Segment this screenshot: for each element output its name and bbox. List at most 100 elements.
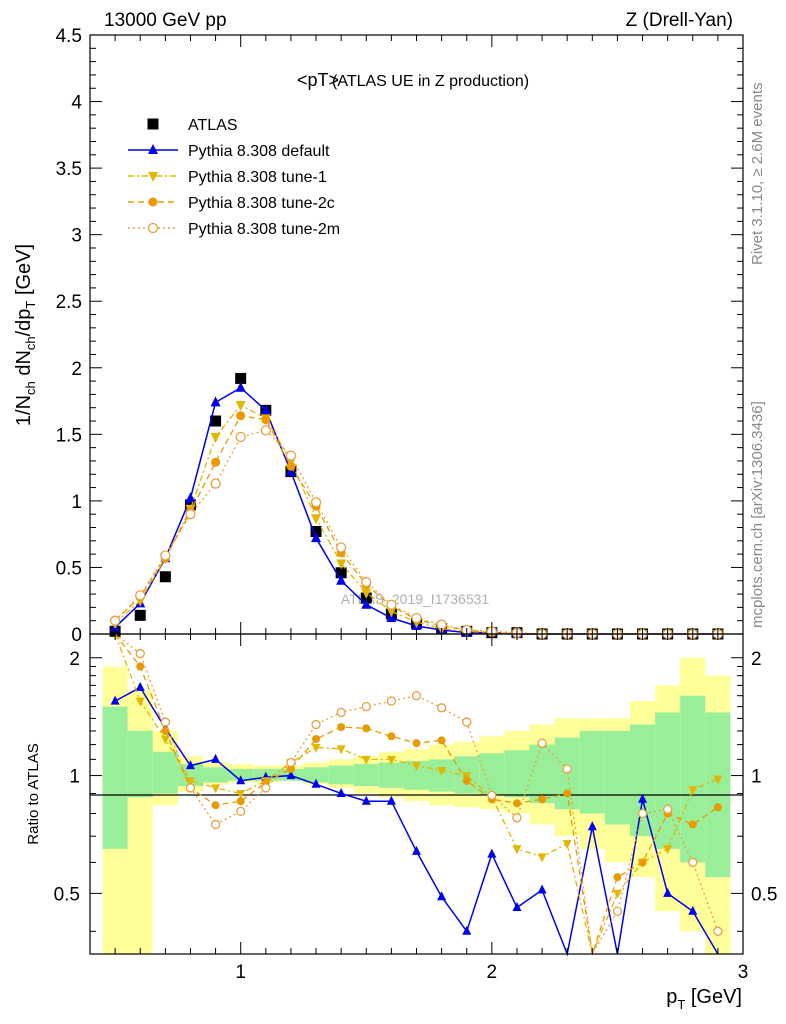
ratio-point-0-11 [386, 795, 396, 805]
ratio-ytick-label: 2 [69, 649, 80, 670]
main-panel: ATLAS_2019_I1736531 0 0.5 1 1.5 2 2.5 3 3.5 4 4.5… [13, 26, 744, 646]
main-point-4-12 [411, 612, 422, 624]
ratio-point-0-1 [135, 681, 145, 691]
main-point-4-2 [160, 550, 171, 561]
ratio-panel: 0.5 0.5 1 1 2 2 1 2 3 Ratio to ATLAS pT [GeV] [25, 633, 777, 1012]
legend-label-0: ATLAS [188, 117, 238, 134]
ratio-band-green [328, 765, 354, 785]
watermark: ATLAS_2019_I1736531 [341, 591, 490, 607]
ratio-band-green [127, 730, 153, 798]
ratio-point-3-20 [612, 906, 623, 916]
ratio-band-green [303, 767, 329, 783]
main-point-1-6 [260, 404, 271, 415]
ratio-band-yellow [127, 690, 153, 954]
ratio-point-3-5 [236, 806, 246, 817]
ratio-band-green [353, 764, 379, 787]
legend-marker-1 [148, 144, 158, 154]
ratio-point-2-5 [236, 797, 245, 806]
ratio-point-0-15 [487, 848, 497, 858]
legend-marker-3 [148, 197, 158, 207]
ratio-point-3-23 [688, 857, 698, 868]
ratio-point-2-14 [462, 776, 471, 785]
main-point-2-5 [235, 401, 246, 412]
ratio-band-green [629, 724, 656, 837]
main-point-4-10 [361, 576, 372, 588]
ratio-point-2-9 [337, 723, 346, 732]
ratio-point-3-17 [537, 738, 547, 748]
main-point-4-1 [135, 590, 146, 601]
ratio-point-3-3 [185, 783, 196, 793]
main-ytick-label: 1 [71, 492, 82, 513]
main-point-0-1 [134, 609, 146, 621]
main-point-0-8 [310, 526, 322, 538]
main-point-1-3 [185, 492, 196, 503]
main-point-3-5 [236, 411, 246, 421]
header-right: Z (Drell-Yan) [626, 10, 733, 31]
ratio-point-2-7 [286, 764, 295, 773]
main-ytick-label: 0 [71, 625, 82, 646]
ratio-point-1-2 [160, 735, 170, 745]
main-point-0-4 [210, 415, 222, 427]
main-point-4-8 [310, 497, 322, 508]
x-axis-label: pT [GeV] [666, 986, 742, 1012]
x-tick-label: 1 [235, 962, 246, 983]
ratio-point-3-7 [286, 757, 296, 768]
ratio-point-3-4 [210, 819, 221, 830]
ratio-point-3-1 [135, 648, 145, 659]
main-ytick-label: 3 [71, 226, 82, 247]
ratio-point-1-20 [612, 889, 622, 899]
main-ytick-label: 0.5 [56, 558, 82, 579]
ratio-band-green [479, 753, 505, 796]
ratio-point-1-17 [537, 853, 547, 863]
ratio-ytick-label-right: 0.5 [751, 884, 777, 905]
ratio-point-3-24 [713, 926, 723, 936]
ratio-point-0-9 [336, 787, 346, 797]
ratio-point-0-5 [236, 775, 246, 785]
ratio-point-2-10 [362, 724, 371, 733]
main-ytick-labels: 0 0.5 1 1.5 2 2.5 3 3.5 4 4.5 [56, 26, 83, 646]
ratio-point-0-13 [437, 891, 447, 901]
ratio-band-green [579, 730, 605, 814]
ratio-point-2-24 [713, 803, 722, 812]
main-point-2-8 [311, 514, 322, 525]
ratio-point-3-12 [411, 691, 422, 701]
ratio-point-3-11 [386, 696, 397, 706]
main-point-2-9 [336, 559, 347, 570]
mcplots-label: mcplots.cern.ch [arXiv:1306.3436] [749, 401, 766, 628]
ratio-ylabel: Ratio to ATLAS [25, 743, 42, 844]
ratio-point-1-16 [512, 845, 522, 855]
ratio-point-0-4 [211, 753, 221, 763]
ratio-point-3-10 [361, 702, 371, 712]
ratio-point-1-22 [663, 845, 673, 855]
main-point-4-9 [336, 542, 347, 553]
ratio-point-0-10 [361, 795, 371, 805]
main-ytick-label: 2.5 [56, 292, 82, 313]
main-point-0-5 [235, 372, 247, 384]
ratio-point-1-14 [462, 772, 472, 782]
legend-label-4: Pythia 8.308 tune-2m [188, 221, 340, 238]
x-tick-label: 2 [487, 962, 498, 983]
ratio-point-1-18 [562, 840, 572, 850]
ratio-point-3-8 [311, 719, 321, 730]
ratio-point-2-8 [312, 735, 321, 744]
ratio-point-2-17 [538, 795, 547, 804]
ratio-point-1-23 [688, 786, 698, 796]
ratio-point-3-18 [562, 764, 572, 774]
ratio-point-1-3 [185, 777, 195, 787]
main-point-1-8 [311, 532, 322, 543]
ratio-point-1-1 [135, 697, 145, 707]
main-point-1-9 [336, 574, 347, 585]
main-point-3-4 [211, 457, 221, 467]
ratio-point-0-23 [688, 905, 698, 915]
x-tick-labels: 1 2 3 [235, 962, 748, 983]
ratio-point-2-23 [688, 820, 697, 829]
ratio-point-3-15 [487, 790, 497, 801]
x-tick-label: 3 [738, 962, 749, 983]
main-ticks [89, 34, 744, 635]
ratio-point-1-4 [211, 784, 221, 794]
ratio-point-1-13 [437, 767, 447, 777]
ratio-band-green [529, 744, 555, 804]
ratio-band-green [102, 706, 128, 849]
ratio-point-3-14 [462, 717, 472, 727]
ratio-band-green [177, 764, 204, 787]
